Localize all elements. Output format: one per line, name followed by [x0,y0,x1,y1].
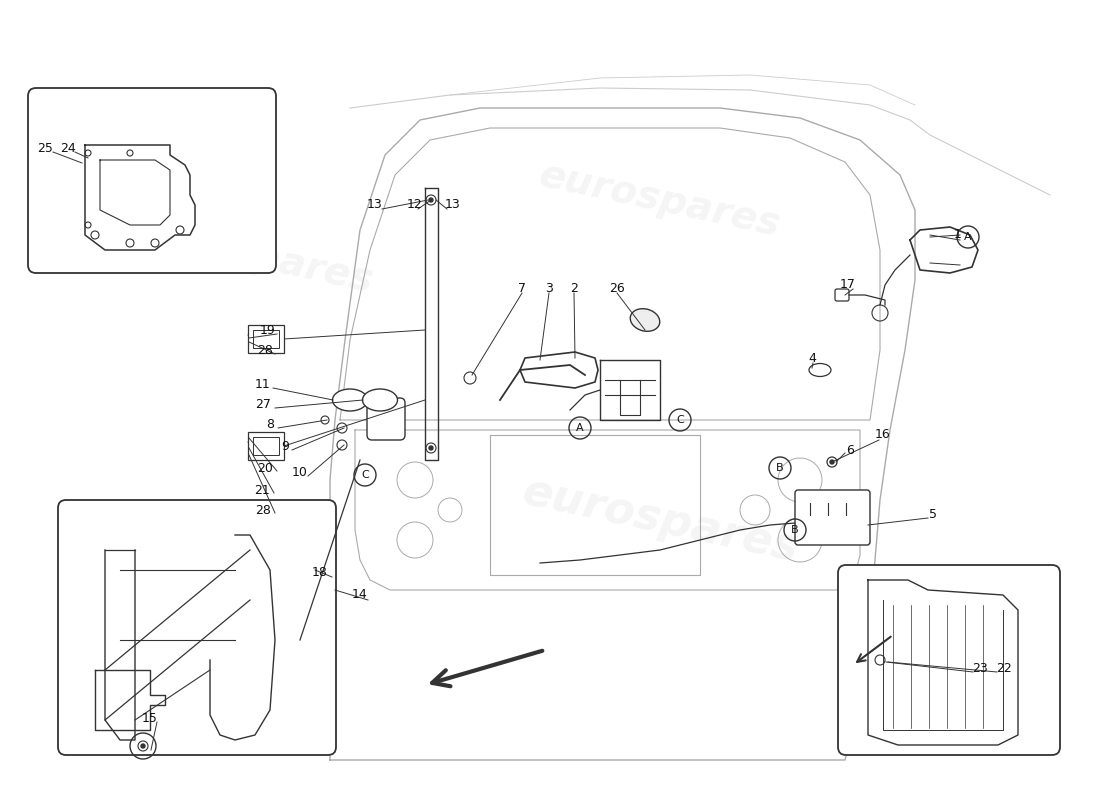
Text: B: B [777,463,784,473]
Ellipse shape [332,389,367,411]
FancyBboxPatch shape [838,565,1060,755]
Text: 27: 27 [255,398,271,411]
Ellipse shape [808,363,830,377]
Text: 3: 3 [546,282,553,294]
Text: 13: 13 [367,198,383,211]
Text: 26: 26 [609,282,625,294]
Text: 22: 22 [997,662,1012,674]
Text: 21: 21 [254,483,270,497]
Text: 20: 20 [257,462,273,474]
Text: 7: 7 [518,282,526,294]
Text: 17: 17 [840,278,856,290]
Text: A: A [576,423,584,433]
Text: 13: 13 [446,198,461,211]
Text: 11: 11 [255,378,271,391]
FancyBboxPatch shape [58,500,336,755]
Text: eurospares: eurospares [518,470,802,570]
Text: B: B [791,525,799,535]
Bar [253,437,279,455]
Text: 4: 4 [808,351,816,365]
Circle shape [429,446,433,450]
Text: 23: 23 [972,662,988,674]
Text: 8: 8 [266,418,274,431]
Text: 28: 28 [255,503,271,517]
Text: 10: 10 [293,466,308,479]
Bar [253,330,279,348]
Text: 18: 18 [312,566,328,579]
Text: 24: 24 [60,142,76,154]
Text: eurospares: eurospares [536,156,784,244]
Circle shape [429,198,433,202]
Text: A: A [965,232,971,242]
Text: 12: 12 [407,198,422,211]
Circle shape [141,744,145,748]
FancyBboxPatch shape [835,289,849,301]
Ellipse shape [630,309,660,331]
Text: 5: 5 [930,509,937,522]
Bar [248,432,284,460]
Text: 28: 28 [257,343,273,357]
FancyBboxPatch shape [795,490,870,545]
Text: C: C [361,470,368,480]
Text: 25: 25 [37,142,53,154]
Text: eurospares: eurospares [129,212,377,300]
Text: C: C [676,415,684,425]
Circle shape [830,460,834,464]
Text: 16: 16 [876,429,891,442]
Text: 2: 2 [570,282,578,294]
FancyBboxPatch shape [367,398,405,440]
FancyBboxPatch shape [28,88,276,273]
Text: 6: 6 [846,443,854,457]
Bar [248,325,284,353]
Ellipse shape [363,389,397,411]
Text: 9: 9 [282,441,289,454]
Text: 19: 19 [260,323,276,337]
Text: 1: 1 [954,229,961,242]
Text: 14: 14 [352,589,367,602]
Text: 15: 15 [142,711,158,725]
